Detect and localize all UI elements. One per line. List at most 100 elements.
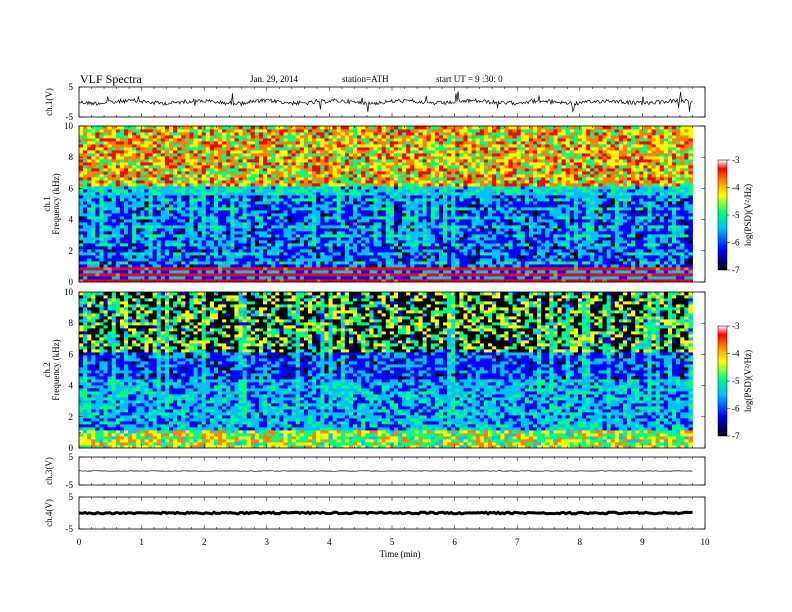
spectrogram-cell — [414, 273, 419, 277]
spectrogram-cell — [430, 267, 436, 271]
spectrogram-cell — [381, 204, 387, 208]
spectrogram-cell — [148, 183, 154, 187]
spectrogram-cell — [173, 165, 178, 169]
spectrogram-cell — [193, 246, 199, 250]
spectrogram-cell — [414, 213, 419, 217]
spectrogram-cell — [389, 243, 395, 247]
spectrogram-cell — [348, 234, 354, 238]
spectrogram-cell — [87, 225, 92, 229]
spectrogram-cell — [373, 162, 378, 166]
spectrogram-cell — [410, 135, 415, 139]
spectrogram-cell — [357, 252, 362, 256]
spectrogram-cell — [443, 144, 448, 148]
spectrogram-cell — [422, 237, 428, 241]
spectrogram-cell — [115, 240, 121, 244]
spectrogram-cell — [95, 240, 100, 244]
spectrogram-cell — [299, 276, 305, 280]
spectrogram-cell — [107, 204, 113, 208]
spectrogram-cell — [324, 222, 329, 226]
spectrogram-cell — [197, 159, 203, 163]
spectrogram-cell — [258, 255, 264, 259]
spectrogram-cell — [136, 210, 141, 214]
spectrogram-cell — [393, 165, 399, 169]
spectrogram-cell — [250, 279, 256, 283]
spectrogram-cell — [267, 174, 272, 178]
spectrogram-cell — [365, 210, 370, 214]
spectrogram-cell — [316, 252, 321, 256]
spectrogram-cell — [344, 135, 350, 139]
spectrogram-cell — [168, 198, 174, 202]
spectrogram-cell — [246, 219, 252, 223]
spectrogram-cell — [168, 252, 174, 256]
spectrogram-cell — [197, 255, 203, 259]
spectrogram-cell — [434, 255, 440, 259]
spectrogram-cell — [328, 195, 333, 199]
spectrogram-cell — [156, 192, 162, 196]
spectrogram-cell — [173, 156, 178, 160]
spectrogram-cell — [422, 225, 428, 229]
spectrogram-cell — [348, 213, 354, 217]
spectrogram-cell — [119, 210, 125, 214]
spectrogram-cell — [418, 195, 423, 199]
spectrogram-cell — [414, 204, 419, 208]
spectrogram-cell — [119, 132, 125, 136]
spectrogram-cell — [238, 252, 243, 256]
spectrogram-cell — [201, 147, 207, 151]
spectrogram-cell — [95, 162, 100, 166]
spectrogram-cell — [242, 258, 248, 262]
spectrogram-cell — [353, 138, 358, 142]
spectrogram-cell — [79, 183, 84, 187]
spectrogram-cell — [209, 180, 215, 184]
spectrogram-cell — [348, 132, 354, 136]
spectrogram-cell — [287, 207, 293, 211]
spectrogram-cell — [119, 246, 125, 250]
spectrogram-cell — [398, 192, 403, 196]
spectrogram-cell — [193, 135, 199, 139]
spectrogram-cell — [295, 141, 301, 145]
spectrogram-cell — [308, 156, 313, 160]
spectrogram-cell — [418, 126, 423, 130]
spectrogram-cell — [226, 177, 231, 181]
spectrogram-cell — [132, 192, 137, 196]
spectrogram-cell — [406, 222, 411, 226]
spectrogram-cell — [230, 129, 235, 133]
spectrogram-cell — [283, 189, 288, 193]
spectrogram-cell — [181, 129, 186, 133]
spectrogram-cell — [344, 240, 350, 244]
spectrogram-cell — [385, 195, 391, 199]
spectrogram-cell — [119, 192, 125, 196]
spectrogram-cell — [291, 153, 297, 157]
spectrogram-cell — [291, 267, 297, 271]
spectrogram-cell — [177, 273, 182, 277]
spectrogram-cell — [316, 270, 321, 274]
spectrogram-cell — [447, 243, 452, 247]
spectrogram-cell — [197, 261, 203, 265]
spectrogram-cell — [99, 198, 104, 202]
spectrogram-cell — [95, 165, 100, 169]
spectrogram-cell — [226, 156, 231, 160]
spectrogram-cell — [406, 153, 411, 157]
spectrogram-cell — [365, 144, 370, 148]
spectrogram-cell — [406, 165, 411, 169]
spectrogram-cell — [422, 132, 428, 136]
spectrogram-cell — [119, 138, 125, 142]
spectrogram-cell — [185, 126, 190, 130]
spectrogram-cell — [283, 276, 288, 280]
spectrogram-cell — [340, 249, 346, 253]
spectrogram-cell — [209, 162, 215, 166]
spectrogram-cell — [144, 231, 149, 235]
spectrogram-cell — [426, 222, 432, 226]
spectrogram-cell — [287, 165, 293, 169]
spectrogram-cell — [344, 270, 350, 274]
spectrogram-cell — [361, 258, 366, 262]
spectrogram-cell — [402, 141, 407, 145]
spectrogram-cell — [340, 159, 346, 163]
spectrogram-cell — [246, 183, 252, 187]
spectrogram-cell — [140, 132, 145, 136]
spectrogram-cell — [308, 222, 313, 226]
spectrogram-cell — [173, 153, 178, 157]
spectrogram-cell — [287, 195, 293, 199]
spectrogram-cell — [201, 249, 207, 253]
spectrogram-cell — [328, 159, 333, 163]
spectrogram-cell — [79, 243, 84, 247]
